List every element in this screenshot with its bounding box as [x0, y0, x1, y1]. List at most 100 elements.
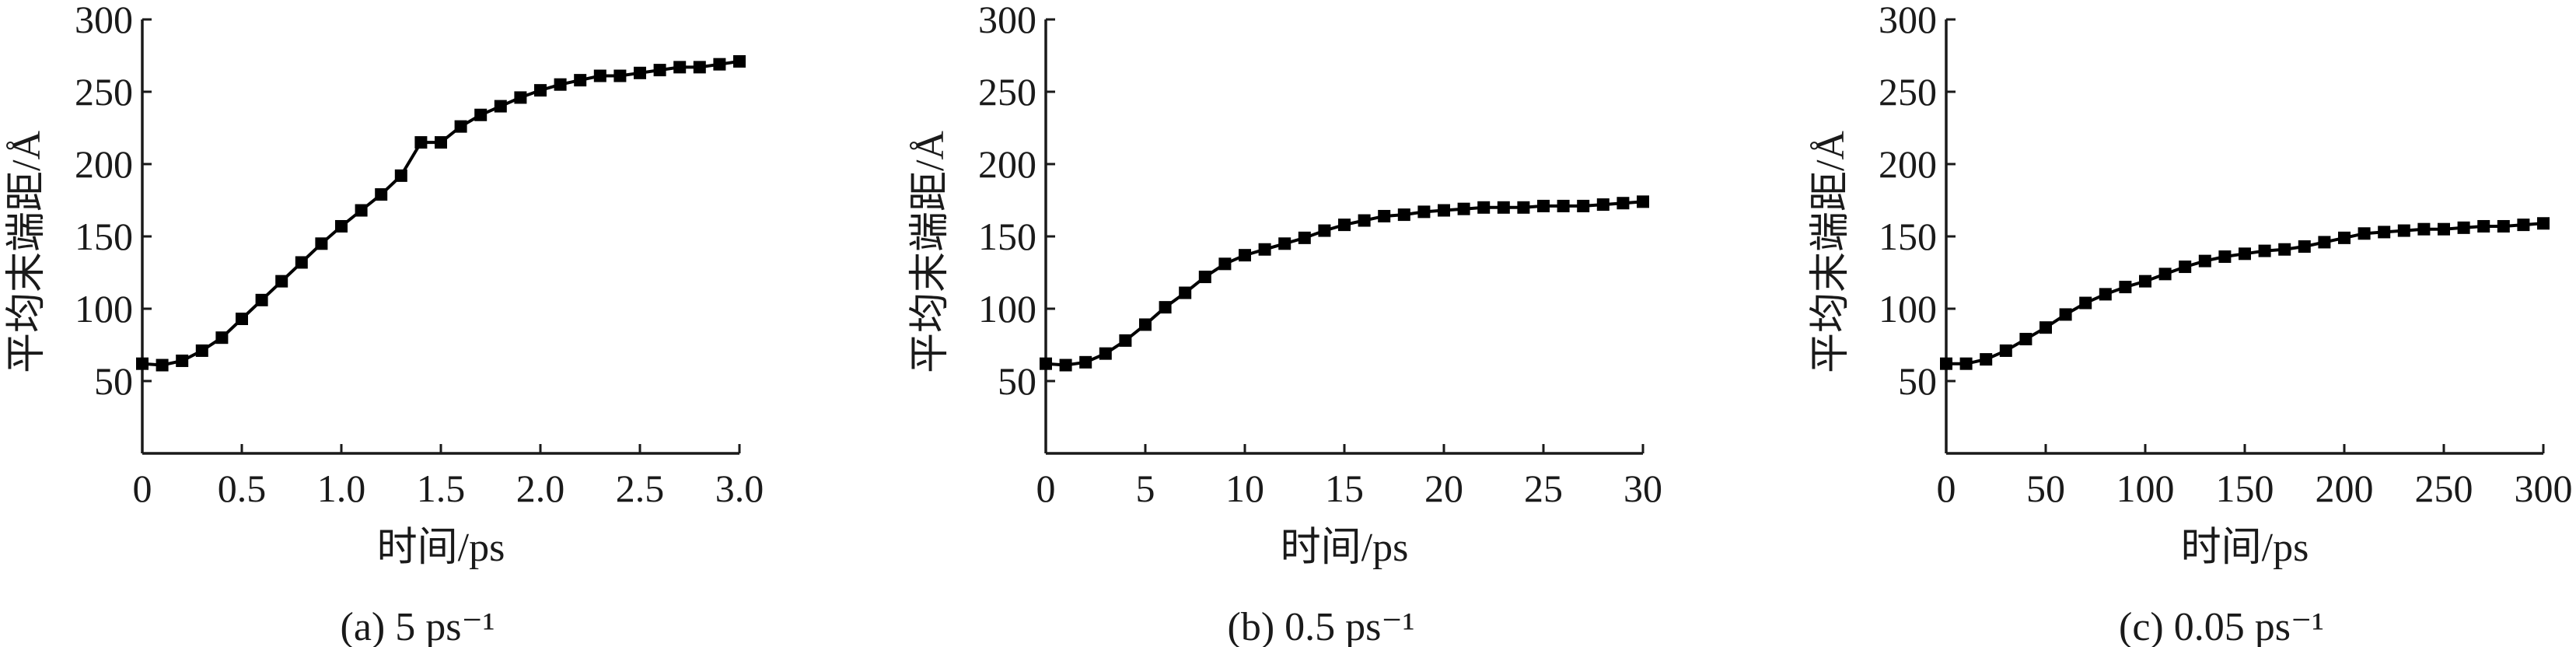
- data-point: [1537, 199, 1550, 212]
- data-point: [733, 54, 746, 68]
- y-tick-label: 200: [1879, 142, 1937, 186]
- data-point: [613, 69, 627, 82]
- data-point: [1198, 271, 1211, 284]
- data-point: [2198, 254, 2211, 268]
- data-point: [136, 357, 149, 370]
- data-point: [2438, 222, 2450, 236]
- x-tick-label: 150: [2216, 467, 2274, 510]
- data-point: [1557, 199, 1570, 212]
- data-point: [534, 84, 547, 97]
- data-point: [1497, 201, 1510, 214]
- x-axis-label: 时间/ps: [2181, 526, 2309, 570]
- data-point: [435, 136, 447, 149]
- y-tick-label: 300: [1879, 0, 1937, 41]
- data-point: [2059, 308, 2072, 321]
- data-point: [2397, 224, 2410, 237]
- data-point: [2477, 219, 2490, 233]
- x-tick-label: 1.5: [417, 467, 466, 510]
- data-point: [1139, 318, 1152, 331]
- data-point: [2258, 244, 2271, 257]
- y-tick-label: 150: [978, 215, 1036, 258]
- data-point: [1577, 199, 1590, 212]
- data-point: [236, 313, 248, 326]
- data-point: [673, 61, 687, 74]
- data-point: [1378, 209, 1391, 222]
- data-point: [514, 91, 527, 104]
- data-point: [295, 256, 308, 269]
- data-point: [1517, 201, 1530, 214]
- data-point: [1239, 249, 1251, 262]
- data-point: [1617, 197, 1630, 210]
- data-point: [474, 108, 488, 121]
- data-point: [2079, 296, 2092, 310]
- series-line: [1946, 222, 2544, 365]
- y-tick-label: 200: [978, 142, 1036, 186]
- data-point: [355, 204, 368, 217]
- data-point: [1637, 195, 1649, 208]
- data-point: [653, 64, 666, 77]
- data-point: [335, 219, 348, 233]
- data-point: [255, 293, 268, 306]
- y-tick-label: 150: [75, 215, 133, 258]
- data-point: [1940, 357, 1952, 370]
- data-point: [2298, 240, 2311, 254]
- data-point: [2158, 268, 2172, 281]
- data-point: [1258, 243, 1271, 256]
- data-point: [1079, 355, 1092, 369]
- x-tick-label: 30: [1624, 467, 1662, 510]
- y-axis-label: 平均末端距/Å: [1809, 131, 1853, 373]
- panel-caption: (b) 0.5 ps⁻¹: [1228, 605, 1415, 647]
- data-point: [1179, 286, 1192, 299]
- data-point: [1099, 347, 1112, 360]
- data-point: [2039, 321, 2052, 334]
- data-point: [1980, 353, 1993, 366]
- y-tick-label: 150: [1879, 215, 1937, 258]
- data-point: [2099, 288, 2112, 301]
- data-point: [2239, 247, 2251, 261]
- y-tick-label: 100: [1879, 287, 1937, 330]
- x-axis-label: 时间/ps: [377, 526, 505, 570]
- data-point: [1596, 198, 1610, 212]
- data-point: [1218, 257, 1232, 271]
- x-tick-label: 25: [1524, 467, 1563, 510]
- data-point: [2517, 219, 2530, 232]
- data-point: [2537, 217, 2550, 230]
- y-tick-label: 250: [978, 70, 1036, 114]
- y-tick-label: 100: [978, 287, 1036, 330]
- x-tick-label: 2.0: [516, 467, 565, 510]
- data-point: [1999, 344, 2012, 357]
- y-tick-label: 50: [94, 359, 133, 403]
- data-point: [1318, 224, 1331, 237]
- x-tick-label: 10: [1225, 467, 1264, 510]
- panel-a: 50 100 150 200 250 300 0 0.5 1.0 1.5 2.0 2.5 3.0 时间/p…: [5, 0, 764, 647]
- data-point: [1159, 301, 1172, 314]
- x-tick-label: 250: [2415, 467, 2473, 510]
- data-point: [2019, 333, 2032, 346]
- data-point: [1397, 208, 1410, 222]
- series-line: [142, 59, 740, 367]
- data-point: [2179, 261, 2192, 274]
- x-tick-label: 200: [2316, 467, 2374, 510]
- y-tick-label: 250: [1879, 70, 1937, 114]
- data-point: [2497, 219, 2510, 233]
- x-tick-label: 1.0: [317, 467, 366, 510]
- data-point: [1417, 205, 1431, 219]
- data-point: [1438, 204, 1450, 217]
- data-point: [2417, 222, 2431, 236]
- y-axis-label: 平均末端距/Å: [908, 131, 952, 373]
- data-point: [574, 74, 587, 87]
- y-tick-label: 200: [75, 142, 133, 186]
- data-point: [713, 58, 726, 71]
- data-point: [1477, 201, 1491, 214]
- panel-b: 50 100 150 200 250 300 0 5 10 15 20 25 30 时间/ps 平均末端距/…: [908, 0, 1662, 647]
- data-point: [1040, 357, 1052, 370]
- data-point: [1358, 214, 1371, 227]
- data-point: [315, 237, 328, 250]
- data-point: [1457, 202, 1470, 215]
- x-tick-label: 50: [2026, 467, 2065, 510]
- x-tick-label: 5: [1136, 467, 1155, 510]
- y-axis-label: 平均末端距/Å: [5, 131, 49, 373]
- data-point: [176, 354, 189, 367]
- data-point: [454, 120, 467, 133]
